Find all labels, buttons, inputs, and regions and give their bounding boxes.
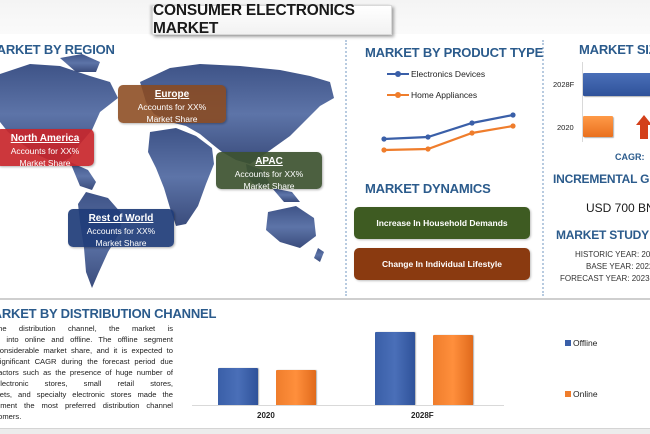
title-banner: CONSUMER ELECTRONICS MARKET xyxy=(152,2,392,37)
bar-online-2028f xyxy=(433,335,473,405)
page-title: CONSUMER ELECTRONICS MARKET xyxy=(153,2,355,37)
bar-label-2020: 2020 xyxy=(557,123,574,132)
region-card-europe: Europe Accounts for XX% Market Share xyxy=(118,85,226,124)
dynamics-heading: MARKET DYNAMICS xyxy=(365,181,491,196)
region-card-apac: APAC Accounts for XX% Market Share xyxy=(216,152,322,191)
market-size-bar-2028f xyxy=(583,73,650,96)
x-axis xyxy=(192,405,504,406)
bottom-band xyxy=(0,428,650,434)
growth-arrow-icon xyxy=(636,115,650,139)
axis-line xyxy=(582,62,583,142)
divider xyxy=(345,40,347,296)
legend-electronics-devices: Electronics Devices xyxy=(387,69,485,79)
legend-swatch-icon xyxy=(565,340,571,346)
divider xyxy=(542,40,544,296)
dynamics-driver-household-demands: Increase In Household Demands xyxy=(354,207,530,239)
product-type-heading: MARKET BY PRODUCT TYPE xyxy=(365,45,544,60)
legend-offline: Offline xyxy=(565,338,597,348)
product-type-line-chart xyxy=(381,112,516,153)
region-card-rest-of-world: Rest of World Accounts for XX% Market Sh… xyxy=(68,209,174,248)
cagr-label: CAGR: xyxy=(615,152,645,162)
incremental-growth-heading: INCREMENTAL GROWTH xyxy=(553,172,650,186)
incremental-growth-value: USD 700 BN xyxy=(586,201,650,215)
historic-year: HISTORIC YEAR: 2017-2021 xyxy=(575,250,650,259)
distribution-heading: MARKET BY DISTRIBUTION CHANNEL xyxy=(0,306,217,321)
x-label-2020: 2020 xyxy=(257,411,275,420)
bar-online-2020 xyxy=(276,370,316,405)
market-size-bar-2020 xyxy=(583,116,613,137)
study-period-heading: MARKET STUDY PERIOD xyxy=(556,228,650,242)
x-label-2028f: 2028F xyxy=(411,411,434,420)
section-divider xyxy=(0,298,650,300)
distribution-description: the distribution channel, the market is … xyxy=(0,324,173,421)
dynamics-driver-lifestyle: Change In Individual Lifestyle xyxy=(354,248,530,280)
base-year: BASE YEAR: 2022 xyxy=(586,262,650,271)
legend-swatch-icon xyxy=(565,391,571,397)
line-marker-icon xyxy=(387,90,409,100)
line-marker-icon xyxy=(387,69,409,79)
bar-label-2028f: 2028F xyxy=(553,80,575,89)
forecast-year: FORECAST YEAR: 2023-2028 xyxy=(560,274,650,283)
region-card-north-america: North America Accounts for XX% Market Sh… xyxy=(0,129,94,168)
legend-home-appliances: Home Appliances xyxy=(387,90,477,100)
bar-offline-2028f xyxy=(375,332,415,405)
region-heading: MARKET BY REGION xyxy=(0,42,115,57)
legend-online: Online xyxy=(565,389,598,399)
bar-offline-2020 xyxy=(218,368,258,405)
market-size-heading: MARKET SIZE xyxy=(579,42,650,57)
